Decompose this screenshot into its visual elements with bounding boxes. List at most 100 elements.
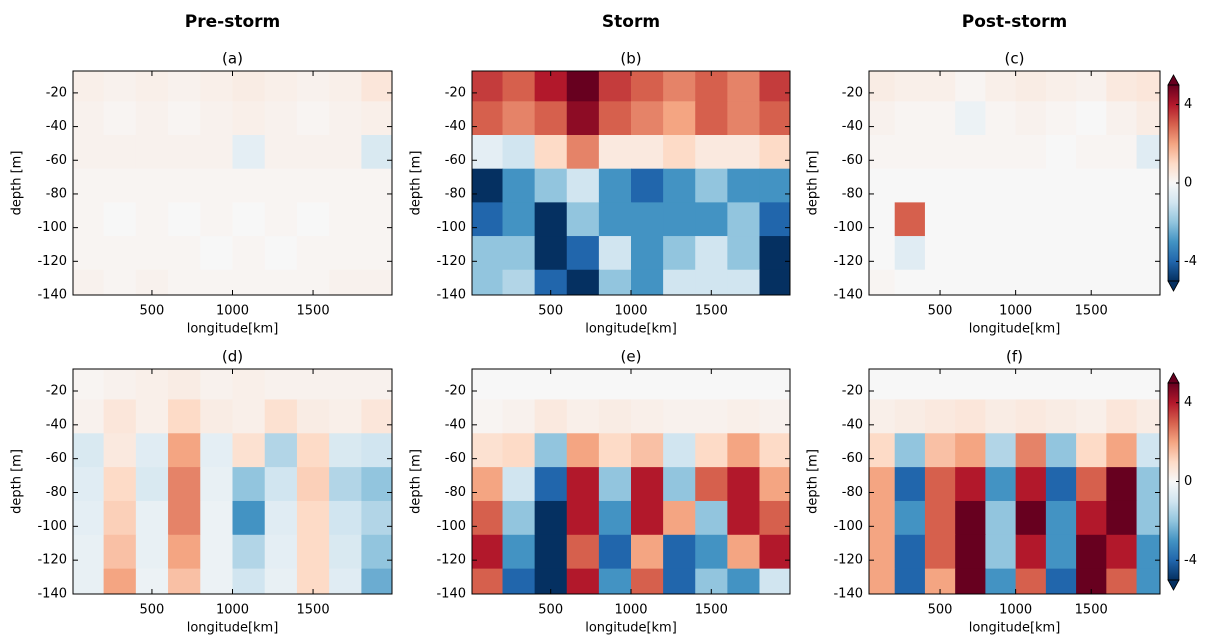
heat-cell	[985, 568, 1017, 594]
heat-cell	[695, 369, 728, 401]
heat-cell	[631, 101, 664, 136]
heat-cell	[663, 71, 696, 102]
heat-cell	[296, 269, 330, 295]
x-tick-label: 1000	[216, 603, 249, 618]
heat-cell	[200, 135, 234, 170]
heat-cell	[73, 534, 105, 570]
heat-cell	[1136, 399, 1160, 434]
heat-cell	[232, 534, 266, 570]
heat-cell	[168, 433, 201, 468]
heat-cell	[1045, 399, 1077, 434]
heat-cell	[472, 433, 504, 468]
heat-cell	[1106, 399, 1138, 434]
heat-cell	[232, 202, 266, 237]
heat-cell	[502, 236, 536, 271]
x-tick-label: 1500	[297, 304, 330, 319]
heat-cell	[103, 568, 137, 594]
heat-cell	[264, 433, 298, 468]
heat-cell	[73, 135, 105, 170]
heat-cell	[1106, 71, 1138, 102]
heat-cell	[296, 168, 330, 203]
heat-cell	[759, 101, 790, 136]
heat-cell	[894, 534, 926, 570]
heat-cell	[502, 101, 536, 136]
heat-cell	[73, 202, 105, 237]
heat-cell	[1136, 500, 1160, 536]
heat-cell	[894, 369, 926, 401]
heat-cell	[103, 500, 137, 536]
heat-cell	[1015, 568, 1047, 594]
heat-cell	[73, 433, 105, 468]
heat-cell	[103, 101, 137, 136]
heat-cell	[924, 202, 956, 237]
heat-cell	[264, 269, 298, 295]
y-tick-label: -100	[436, 519, 466, 534]
heat-cell	[663, 467, 696, 502]
heat-cell	[103, 467, 137, 502]
heat-cell	[663, 500, 696, 536]
heat-cell	[1015, 467, 1047, 502]
heat-cell	[502, 433, 536, 468]
x-axis-label: longitude[km]	[585, 322, 677, 337]
heat-cell	[534, 202, 568, 237]
heat-cell	[869, 467, 896, 502]
heat-cell	[329, 467, 362, 502]
heat-cell	[955, 202, 986, 237]
heat-cell	[566, 101, 600, 136]
heat-cell	[924, 399, 956, 434]
heat-cell	[296, 369, 330, 401]
heat-cell	[955, 568, 986, 594]
heat-cell	[566, 399, 600, 434]
heat-cell	[1076, 568, 1107, 594]
heatmap	[472, 71, 790, 295]
heat-cell	[955, 369, 986, 401]
heat-cell	[1136, 168, 1160, 203]
heat-cell	[695, 168, 728, 203]
heat-cell	[296, 101, 330, 136]
heat-cell	[759, 168, 790, 203]
panel-title: (c)	[1005, 50, 1025, 68]
heat-cell	[1076, 433, 1107, 468]
heat-cell	[361, 101, 392, 136]
heat-cell	[232, 168, 266, 203]
x-tick-label: 1000	[614, 304, 647, 319]
y-tick-label: -120	[833, 553, 863, 568]
heat-cell	[924, 467, 956, 502]
y-tick-label: -20	[842, 85, 863, 100]
y-tick-label: -80	[445, 485, 466, 500]
x-axis-label: longitude[km]	[187, 621, 279, 636]
heat-cell	[264, 71, 298, 102]
heat-cell	[1045, 369, 1077, 401]
heat-cell	[73, 71, 105, 102]
panel-title: (b)	[620, 50, 641, 68]
heat-cell	[1136, 135, 1160, 170]
heat-cell	[103, 369, 137, 401]
heat-cell	[598, 269, 632, 295]
x-tick-label: 500	[538, 603, 563, 618]
heat-cell	[103, 202, 137, 237]
heat-cell	[759, 467, 790, 502]
heat-cell	[598, 202, 632, 237]
heat-cell	[1136, 369, 1160, 401]
heat-cell	[329, 369, 362, 401]
heat-cell	[534, 269, 568, 295]
heat-cell	[296, 399, 330, 434]
heat-cell	[727, 101, 761, 136]
heat-cell	[566, 71, 600, 102]
heat-cell	[566, 534, 600, 570]
heat-cell	[502, 534, 536, 570]
heat-cell	[200, 467, 234, 502]
x-tick-label: 500	[928, 603, 953, 618]
heat-cell	[695, 71, 728, 102]
heat-cell	[472, 534, 504, 570]
heat-cell	[894, 236, 926, 271]
heat-cell	[1045, 568, 1077, 594]
heat-cell	[1106, 467, 1138, 502]
heat-cell	[73, 500, 105, 536]
heat-cell	[1106, 168, 1138, 203]
heat-cell	[361, 269, 392, 295]
heat-cell	[1045, 101, 1077, 136]
heat-cell	[894, 399, 926, 434]
y-tick-label: -120	[37, 254, 67, 269]
y-tick-label: -120	[436, 254, 466, 269]
